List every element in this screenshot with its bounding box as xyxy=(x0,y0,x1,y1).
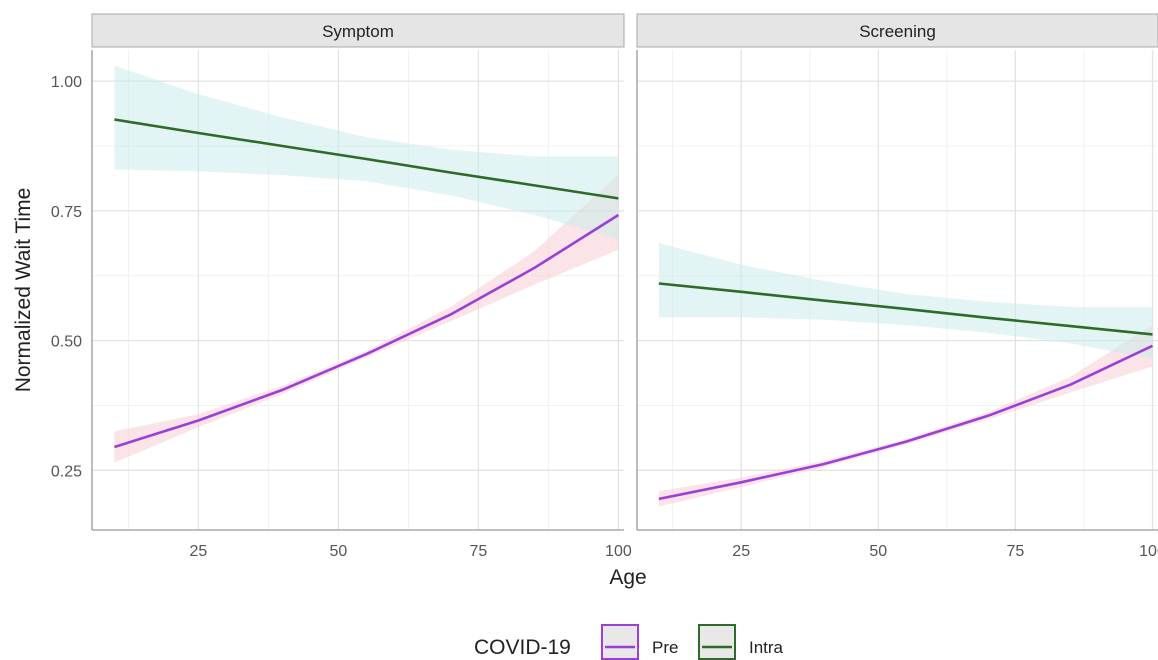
y-tick-label: 0.50 xyxy=(51,334,82,351)
x-tick-label: 25 xyxy=(190,543,208,560)
y-tick-label: 0.25 xyxy=(51,463,82,480)
x-axis-title: Age xyxy=(609,566,646,589)
legend-entry-intra: Intra xyxy=(698,624,784,660)
confidence-band-intra xyxy=(114,65,619,240)
x-tick-label: 75 xyxy=(470,543,488,560)
legend-entry-label: Intra xyxy=(749,638,784,657)
series-line-pre xyxy=(658,344,1154,501)
x-tick-label: 100 xyxy=(1139,543,1158,560)
panel-symptom: Symptom xyxy=(91,13,625,531)
x-tick-label: 50 xyxy=(330,543,348,560)
y-tick-label: 1.00 xyxy=(51,74,82,91)
series-line-pre xyxy=(114,213,620,449)
legend: COVID-19 Pre Intra xyxy=(474,624,784,660)
chart-panels: Symptom Screening xyxy=(91,13,1158,531)
legend-key-box xyxy=(698,624,736,660)
legend-key-box xyxy=(601,624,639,660)
panel-screening: Screening xyxy=(636,13,1158,531)
confidence-band-pre xyxy=(114,174,619,463)
facet-strip-label: Symptom xyxy=(322,22,394,41)
facet-strip-label: Screening xyxy=(859,22,936,41)
y-axis: 0.25 0.50 0.75 1.00 xyxy=(51,74,82,480)
series-line-intra xyxy=(114,118,619,200)
confidence-band-pre xyxy=(658,325,1153,507)
x-tick-label: 25 xyxy=(732,543,750,560)
legend-title: COVID-19 xyxy=(474,636,571,659)
facet-strip-background xyxy=(636,13,1158,48)
legend-entry-pre: Pre xyxy=(601,624,678,660)
y-tick-label: 0.75 xyxy=(51,204,82,221)
x-axes: 25 50 75 100 25 50 75 100 xyxy=(190,543,1158,560)
confidence-band-intra xyxy=(658,243,1153,359)
x-tick-label: 75 xyxy=(1007,543,1025,560)
series-line-intra xyxy=(658,282,1153,336)
facet-strip-background xyxy=(91,13,625,48)
legend-entries: Pre Intra xyxy=(601,624,784,660)
y-axis-title: Normalized Wait Time xyxy=(12,188,35,393)
legend-entry-label: Pre xyxy=(652,638,678,657)
x-tick-label: 100 xyxy=(605,543,632,560)
x-tick-label: 50 xyxy=(869,543,887,560)
